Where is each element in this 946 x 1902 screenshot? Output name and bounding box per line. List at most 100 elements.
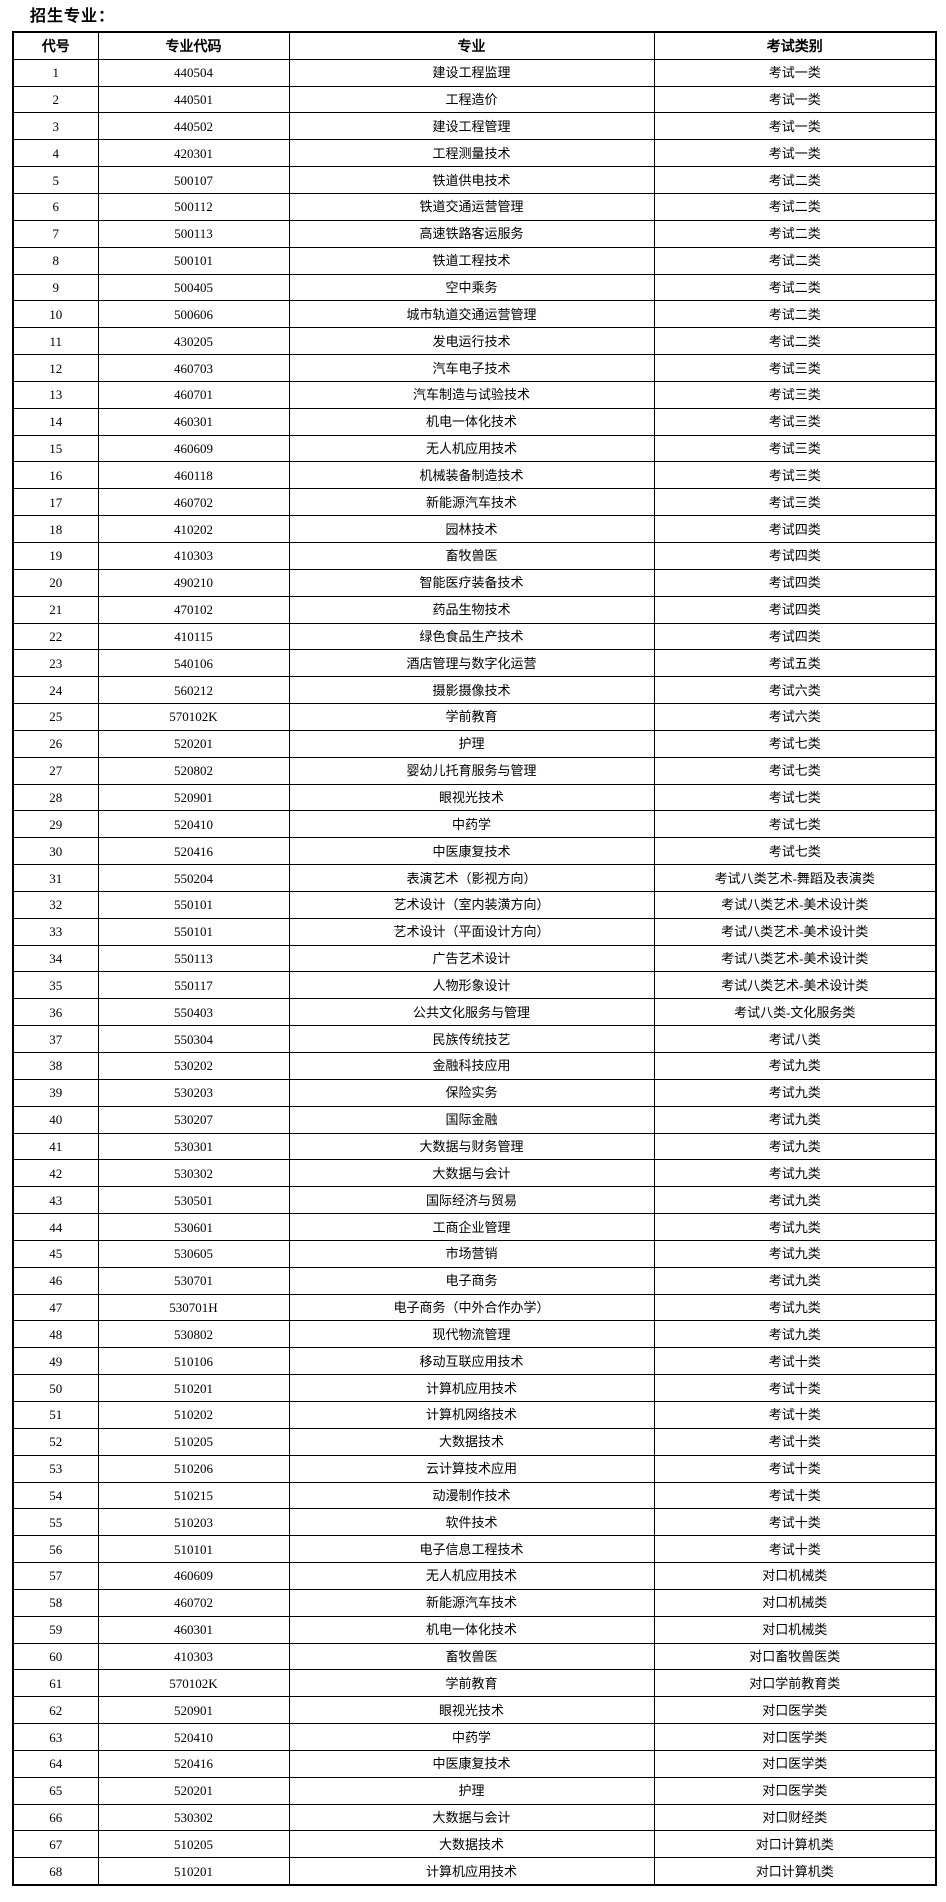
table-cell: 酒店管理与数字化运营 [288, 649, 655, 678]
table-row: 44 530601 工商企业管理 考试九类 [12, 1213, 937, 1241]
table-cell: 60 [12, 1642, 99, 1671]
table-cell: 机械装备制造技术 [288, 461, 655, 490]
table-cell: 考试二类 [653, 300, 937, 329]
table-cell: 新能源汽车技术 [288, 488, 655, 517]
table-cell: 570102K [97, 703, 290, 731]
table-cell: 8 [12, 246, 99, 275]
table-cell: 520901 [97, 1696, 290, 1725]
table-cell: 考试三类 [653, 461, 937, 490]
table-row: 15 460609 无人机应用技术 考试三类 [12, 434, 937, 463]
table-cell: 考试十类 [653, 1427, 937, 1456]
table-cell: 学前教育 [288, 703, 655, 731]
table-cell: 460609 [97, 1562, 290, 1590]
table-cell: 510202 [97, 1400, 290, 1429]
table-cell: 高速铁路客运服务 [288, 219, 655, 248]
table-cell: 35 [12, 971, 99, 1000]
table-row: 17 460702 新能源汽车技术 考试三类 [12, 488, 937, 517]
table-cell: 考试九类 [653, 1320, 937, 1349]
table-row: 46 530701 电子商务 考试九类 [12, 1266, 937, 1295]
table-cell: 现代物流管理 [288, 1320, 655, 1349]
table-cell: 艺术设计（平面设计方向） [288, 917, 655, 946]
table-cell: 500405 [97, 273, 290, 302]
table-cell: 51 [12, 1400, 99, 1429]
table-cell: 绿色食品生产技术 [288, 622, 655, 651]
table-row: 49 510106 移动互联应用技术 考试十类 [12, 1347, 937, 1376]
table-cell: 520901 [97, 783, 290, 812]
table-cell: 530605 [97, 1239, 290, 1268]
col-header-row-number: 代号 [12, 31, 99, 60]
table-cell: 考试八类艺术-美术设计类 [653, 917, 937, 946]
table-cell: 考试九类 [653, 1266, 937, 1295]
table-cell: 45 [12, 1239, 99, 1268]
table-cell: 艺术设计（室内装潢方向） [288, 890, 655, 919]
table-cell: 对口医学类 [653, 1749, 937, 1778]
table-cell: 畜牧兽医 [288, 541, 655, 570]
table-row: 51 510202 计算机网络技术 考试十类 [12, 1400, 937, 1429]
table-cell: 460701 [97, 380, 290, 409]
table-cell: 移动互联应用技术 [288, 1347, 655, 1376]
table-cell: 考试九类 [653, 1105, 937, 1134]
table-row: 42 530302 大数据与会计 考试九类 [12, 1159, 937, 1188]
table-cell: 520410 [97, 810, 290, 839]
table-cell: 540106 [97, 649, 290, 678]
table-cell: 新能源汽车技术 [288, 1588, 655, 1617]
table-row: 58 460702 新能源汽车技术 对口机械类 [12, 1588, 937, 1617]
table-cell: 考试八类艺术-美术设计类 [653, 890, 937, 919]
table-cell: 机电一体化技术 [288, 407, 655, 436]
table-cell: 公共文化服务与管理 [288, 998, 655, 1027]
table-cell: 21 [12, 595, 99, 624]
table-cell: 大数据与会计 [288, 1159, 655, 1188]
table-cell: 计算机应用技术 [288, 1857, 655, 1886]
table-cell: 510101 [97, 1535, 290, 1564]
table-cell: 对口计算机类 [653, 1857, 937, 1886]
table-cell: 考试九类 [653, 1239, 937, 1268]
table-cell: 460703 [97, 354, 290, 382]
table-cell: 64 [12, 1749, 99, 1778]
table-cell: 510106 [97, 1347, 290, 1376]
table-cell: 12 [12, 354, 99, 382]
table-cell: 5 [12, 166, 99, 195]
table-cell: 57 [12, 1562, 99, 1590]
table-cell: 畜牧兽医 [288, 1642, 655, 1671]
table-cell: 对口机械类 [653, 1588, 937, 1617]
table-cell: 考试三类 [653, 488, 937, 517]
table-cell: 30 [12, 837, 99, 866]
table-cell: 530601 [97, 1213, 290, 1241]
table-cell: 中医康复技术 [288, 837, 655, 866]
table-cell: 铁道工程技术 [288, 246, 655, 275]
table-cell: 550113 [97, 944, 290, 973]
table-cell: 考试七类 [653, 837, 937, 866]
table-cell: 无人机应用技术 [288, 434, 655, 463]
table-cell: 考试八类艺术-美术设计类 [653, 971, 937, 1000]
table-cell: 410303 [97, 1642, 290, 1671]
table-cell: 24 [12, 676, 99, 705]
table-row: 40 530207 国际金融 考试九类 [12, 1105, 937, 1134]
table-row: 16 460118 机械装备制造技术 考试三类 [12, 461, 937, 490]
table-row: 28 520901 眼视光技术 考试七类 [12, 783, 937, 812]
table-cell: 计算机应用技术 [288, 1374, 655, 1402]
table-cell: 520416 [97, 837, 290, 866]
table-cell: 护理 [288, 729, 655, 758]
table-row: 25 570102K 学前教育 考试六类 [12, 703, 937, 731]
table-cell: 14 [12, 407, 99, 436]
table-row: 54 510215 动漫制作技术 考试十类 [12, 1481, 937, 1510]
table-cell: 460609 [97, 434, 290, 463]
table-cell: 510203 [97, 1508, 290, 1537]
table-row: 52 510205 大数据技术 考试十类 [12, 1427, 937, 1456]
table-cell: 530501 [97, 1186, 290, 1215]
table-cell: 考试六类 [653, 703, 937, 731]
table-row: 13 460701 汽车制造与试验技术 考试三类 [12, 380, 937, 409]
table-cell: 16 [12, 461, 99, 490]
table-cell: 学前教育 [288, 1669, 655, 1698]
table-cell: 410303 [97, 541, 290, 570]
table-cell: 2 [12, 85, 99, 114]
table-cell: 铁道交通运营管理 [288, 193, 655, 221]
table-cell: 对口机械类 [653, 1615, 937, 1644]
table-cell: 510215 [97, 1481, 290, 1510]
table-row: 9 500405 空中乘务 考试二类 [12, 273, 937, 302]
table-cell: 40 [12, 1105, 99, 1134]
table-cell: 考试八类-文化服务类 [653, 998, 937, 1027]
table-row: 43 530501 国际经济与贸易 考试九类 [12, 1186, 937, 1215]
table-cell: 大数据技术 [288, 1427, 655, 1456]
table-row: 68 510201 计算机应用技术 对口计算机类 [12, 1857, 937, 1886]
